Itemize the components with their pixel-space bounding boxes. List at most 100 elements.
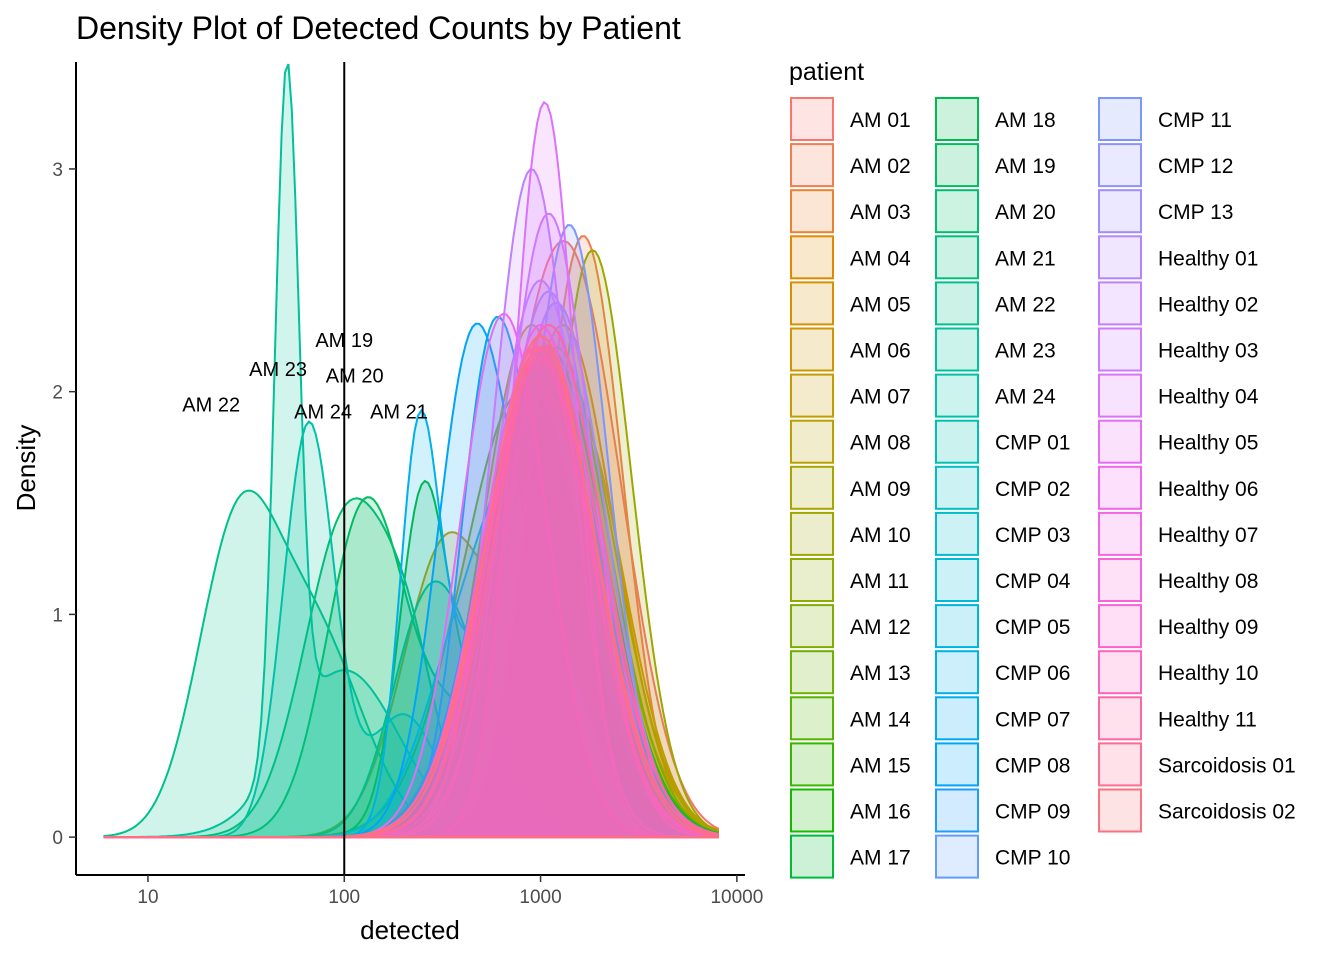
legend-key [1098,650,1142,695]
legend-label: AM 16 [850,801,911,824]
y-tick-label: 1 [52,605,63,626]
legend-key [935,281,979,326]
legend-label: AM 06 [850,340,911,363]
legend-label: AM 03 [850,201,911,224]
annotation-label: AM 24 [294,401,352,423]
legend-label: CMP 13 [1158,201,1233,224]
legend-key [1098,558,1142,602]
legend-key [790,327,834,372]
legend-label: AM 02 [850,155,911,178]
legend-key [935,143,979,188]
legend-label: CMP 06 [995,662,1070,685]
legend-label: Healthy 10 [1158,662,1258,685]
legend-key [1098,373,1142,418]
legend-label: AM 19 [995,155,1056,178]
legend-label: Healthy 08 [1158,570,1258,593]
annotation-label: AM 20 [326,366,384,388]
legend-key [1098,419,1142,464]
legend-key [935,742,979,787]
legend-key [935,373,979,418]
legend-key [1098,97,1142,141]
legend-key [790,281,834,326]
legend-label: CMP 11 [1158,109,1232,132]
legend-label: AM 20 [995,201,1056,224]
legend-label: Sarcoidosis 02 [1158,801,1296,824]
legend: patient AM 01 AM 02 AM 03 AM 04 AM 05 AM 06 AM… [789,58,1296,879]
x-tick-label: 100 [328,887,360,908]
annotation-label: AM 21 [370,401,428,423]
legend-label: Healthy 03 [1158,340,1258,363]
legend-key [935,696,979,741]
legend-key [935,465,979,510]
x-tick-label: 1000 [519,887,561,908]
y-tick-label: 3 [52,160,63,181]
legend-label: AM 05 [850,293,911,316]
legend-key [790,511,834,556]
annotation-label: AM 19 [315,330,373,352]
legend-key [935,511,979,556]
density-series-sarcoidosis-02 [104,334,719,839]
legend-key [790,696,834,741]
legend-label: AM 24 [995,386,1056,409]
annotation-label: AM 23 [249,359,307,381]
legend-label: Healthy 04 [1158,386,1259,409]
legend-label: CMP 07 [995,708,1070,731]
legend-key [790,788,834,833]
legend-label: CMP 03 [995,524,1070,547]
legend-label: CMP 09 [995,801,1070,824]
legend-label: AM 09 [850,478,911,501]
legend-key [1098,235,1142,280]
legend-key [935,558,979,602]
x-tick-label: 10 [137,887,158,908]
legend-label: Healthy 07 [1158,524,1258,547]
legend-key [935,604,979,649]
legend-key [790,834,834,879]
legend-label: AM 13 [850,662,911,685]
legend-key [935,788,979,833]
x-tick-label: 10000 [710,887,763,908]
legend-title: patient [789,58,864,86]
legend-label: AM 18 [995,109,1056,132]
legend-key [790,143,834,188]
legend-label: CMP 12 [1158,155,1233,178]
legend-label: AM 01 [850,109,911,132]
legend-label: CMP 10 [995,847,1070,870]
legend-label: AM 15 [850,754,911,777]
legend-label: Healthy 01 [1158,247,1258,270]
legend-key [935,189,979,234]
legend-label: AM 22 [995,293,1056,316]
legend-key [790,558,834,602]
legend-key [790,97,834,141]
legend-label: CMP 01 [995,432,1070,455]
legend-label: AM 14 [850,708,911,731]
legend-key [790,604,834,649]
legend-label: Healthy 06 [1158,478,1258,501]
x-axis-title: detected [360,915,460,945]
legend-key [1098,465,1142,510]
y-axis-title: Density [11,425,41,512]
legend-label: CMP 08 [995,754,1070,777]
legend-key [935,419,979,464]
plot-area [103,62,719,875]
legend-label: AM 07 [850,386,911,409]
legend-label: CMP 02 [995,478,1070,501]
legend-label: Healthy 05 [1158,432,1258,455]
legend-label: AM 17 [850,847,911,870]
legend-label: Sarcoidosis 01 [1158,754,1296,777]
legend-label: AM 11 [850,570,909,593]
legend-label: AM 08 [850,432,911,455]
legend-key [790,465,834,510]
legend-key [935,97,979,141]
legend-key [1098,742,1142,787]
legend-key [1098,189,1142,234]
legend-key [790,189,834,234]
legend-key [790,742,834,787]
legend-key [1098,327,1142,372]
legend-key [1098,696,1142,741]
legend-key [1098,788,1142,833]
legend-key [935,650,979,695]
chart-title: Density Plot of Detected Counts by Patie… [76,10,681,46]
legend-key [790,373,834,418]
legend-key [935,834,979,879]
